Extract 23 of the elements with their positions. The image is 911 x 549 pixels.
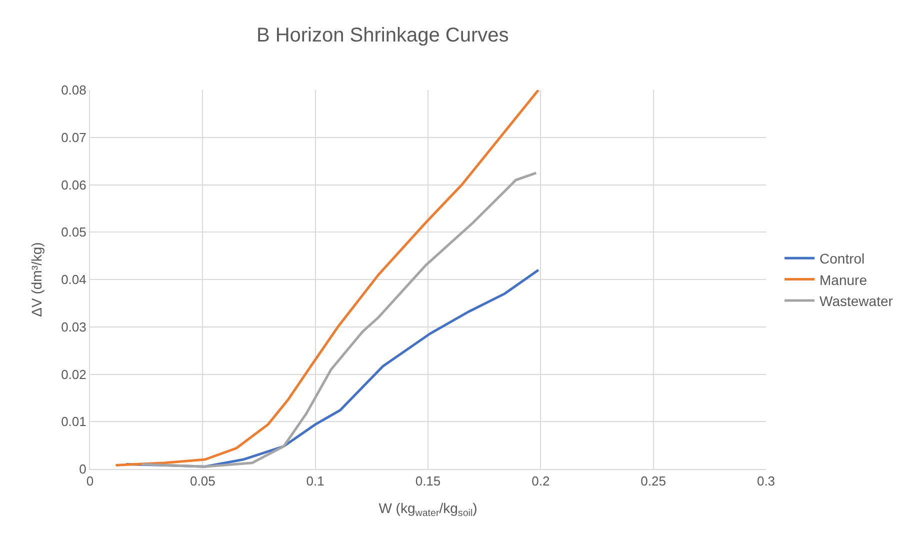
y-tick-label: 0.04 [61,272,86,288]
x-axis-title: W (kg$_{water}$/kg$_{soil}$) [378,500,478,519]
y-tick-label: 0.07 [61,130,86,145]
line-series [140,172,538,468]
line-series [114,90,540,466]
x-tick-label: 0.2 [532,474,550,489]
y-tick-label: 0.02 [61,366,86,382]
x-tick-label: 0.25 [640,474,666,489]
legend-label: Manure [820,272,868,288]
x-tick-label: 0.15 [415,474,441,489]
y-tick-label: 0.08 [61,82,86,98]
y-tick-label: 0 [79,462,86,477]
y-tick-label: 0.06 [61,177,86,192]
legend-label: Wastewater [820,292,894,309]
y-tick-label: 0.05 [61,224,86,240]
y-axis-title: ΔV (dm³/kg) [28,242,45,317]
y-tick-label: 0.03 [61,319,86,334]
x-tick-label: 0.05 [190,474,216,489]
x-tick-label: 0.1 [306,474,324,489]
x-tick-label: 0.3 [756,474,776,489]
chart-title: B Horizon Shrinkage Curves [256,24,509,46]
y-tick-label: 0.01 [61,414,86,430]
legend-label: Control [820,250,865,267]
